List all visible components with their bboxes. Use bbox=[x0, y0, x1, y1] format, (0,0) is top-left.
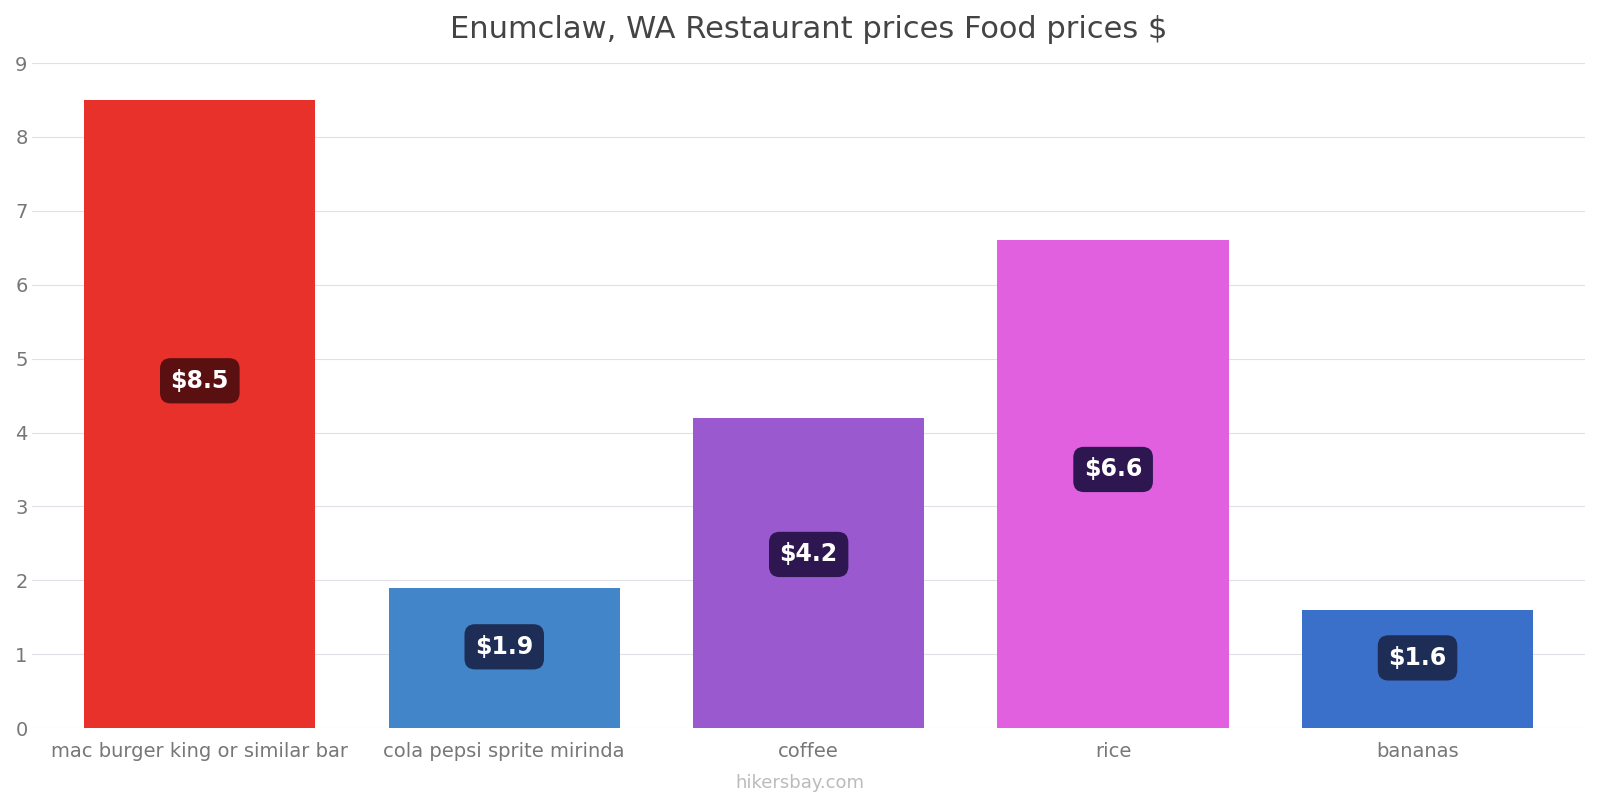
Bar bbox=[389, 588, 619, 728]
Text: $1.9: $1.9 bbox=[475, 635, 533, 659]
Bar bbox=[997, 240, 1229, 728]
Bar bbox=[693, 418, 925, 728]
Text: hikersbay.com: hikersbay.com bbox=[736, 774, 864, 792]
Text: $6.6: $6.6 bbox=[1083, 458, 1142, 482]
Text: $4.2: $4.2 bbox=[779, 542, 838, 566]
Bar bbox=[85, 100, 315, 728]
Bar bbox=[1302, 610, 1533, 728]
Text: $1.6: $1.6 bbox=[1389, 646, 1446, 670]
Title: Enumclaw, WA Restaurant prices Food prices $: Enumclaw, WA Restaurant prices Food pric… bbox=[450, 15, 1168, 44]
Text: $8.5: $8.5 bbox=[171, 369, 229, 393]
